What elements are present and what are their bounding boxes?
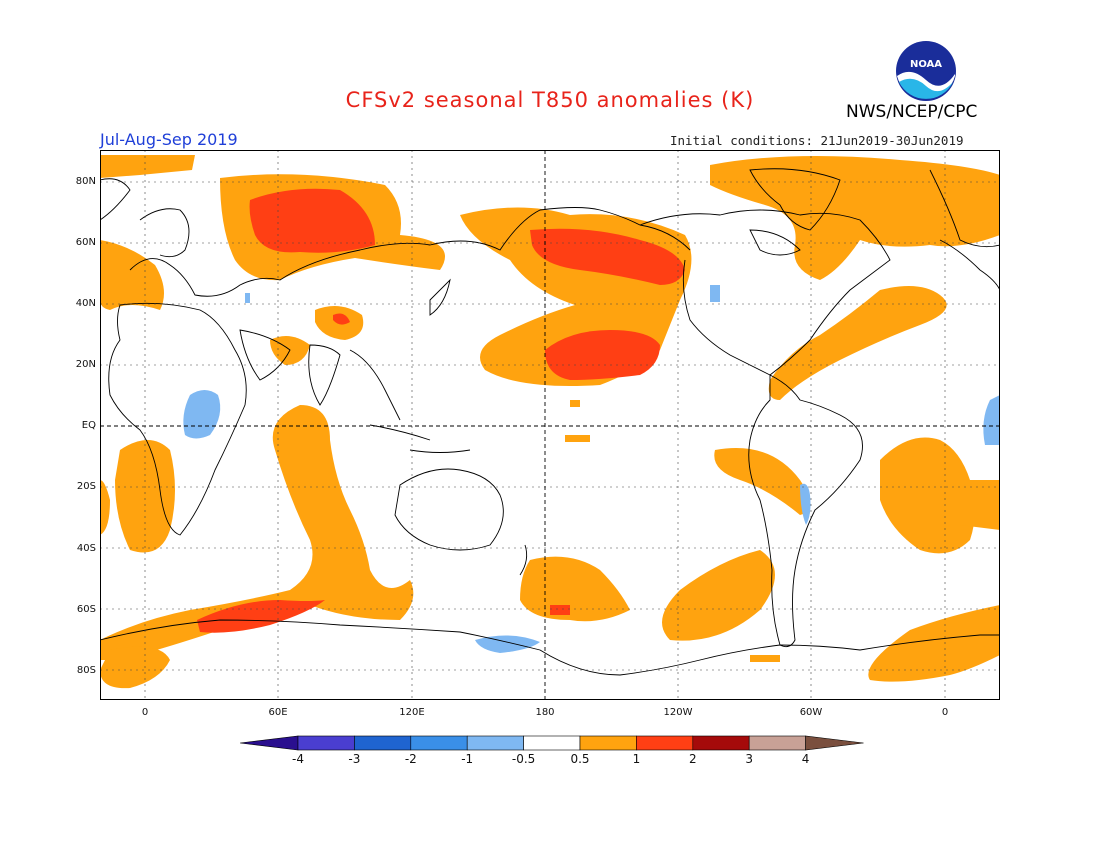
lat-label-80n: 80N xyxy=(75,176,96,187)
colorbar-label: -2 xyxy=(404,752,417,766)
colorbar-label: 1 xyxy=(632,752,641,766)
colorbar-cell-10 xyxy=(805,735,864,751)
lat-label-60s: 60S xyxy=(76,604,96,615)
lon-label-180: 180 xyxy=(535,707,555,718)
lat-label-60n: 60N xyxy=(75,237,96,248)
lat-label-40s: 40S xyxy=(76,543,96,554)
coastlines xyxy=(100,168,1000,676)
graticule xyxy=(100,150,1000,700)
initial-conditions-label: Initial conditions: 21Jun2019-30Jun2019 xyxy=(670,133,964,148)
colorbar xyxy=(240,735,864,751)
colorbar-cell-4 xyxy=(466,735,524,751)
noaa-logo: NOAA xyxy=(896,41,956,101)
colorbar-cell-1 xyxy=(297,735,355,751)
lat-label-80s: 80S xyxy=(76,665,96,676)
lon-label-120e: 120E xyxy=(399,707,425,718)
lon-label-60w: 60W xyxy=(799,707,823,718)
anomaly-map xyxy=(100,150,1000,700)
colorbar-label: -4 xyxy=(292,752,304,766)
agency-label: NWS/NCEP/CPC xyxy=(846,102,978,122)
colorbar-cell-8 xyxy=(692,735,750,751)
colorbar-label: 4 xyxy=(801,752,810,766)
colorbar-cell-0 xyxy=(240,735,299,751)
colorbar-cell-7 xyxy=(636,735,694,751)
colorbar-label: 2 xyxy=(688,752,697,766)
lon-label-0-left: 0 xyxy=(141,707,149,718)
colorbar-cell-5 xyxy=(523,735,581,751)
lat-label-20n: 20N xyxy=(75,359,96,370)
colorbar-label: 3 xyxy=(745,752,753,766)
colorbar-cell-6 xyxy=(579,735,637,751)
colorbar-label: -3 xyxy=(348,752,361,766)
colorbar-label: -0.5 xyxy=(511,752,536,766)
lon-label-0-right: 0 xyxy=(941,707,949,718)
lat-label-40n: 40N xyxy=(75,298,96,309)
lon-label-60e: 60E xyxy=(268,707,288,718)
noaa-logo-text: NOAA xyxy=(910,59,942,70)
map-title: CFSv2 seasonal T850 anomalies (K) xyxy=(345,88,755,112)
colorbar-cell-2 xyxy=(354,735,412,751)
colorbar-label: 0.5 xyxy=(570,752,590,766)
colorbar-label: -1 xyxy=(461,752,474,766)
season-label: Jul-Aug-Sep 2019 xyxy=(100,130,238,149)
lon-label-120w: 120W xyxy=(663,707,693,718)
lat-label-20s: 20S xyxy=(76,481,96,492)
colorbar-cell-9 xyxy=(748,735,806,751)
colorbar-cell-3 xyxy=(410,735,468,751)
reference-lines xyxy=(100,150,1000,700)
lat-label-eq: EQ xyxy=(81,420,96,431)
